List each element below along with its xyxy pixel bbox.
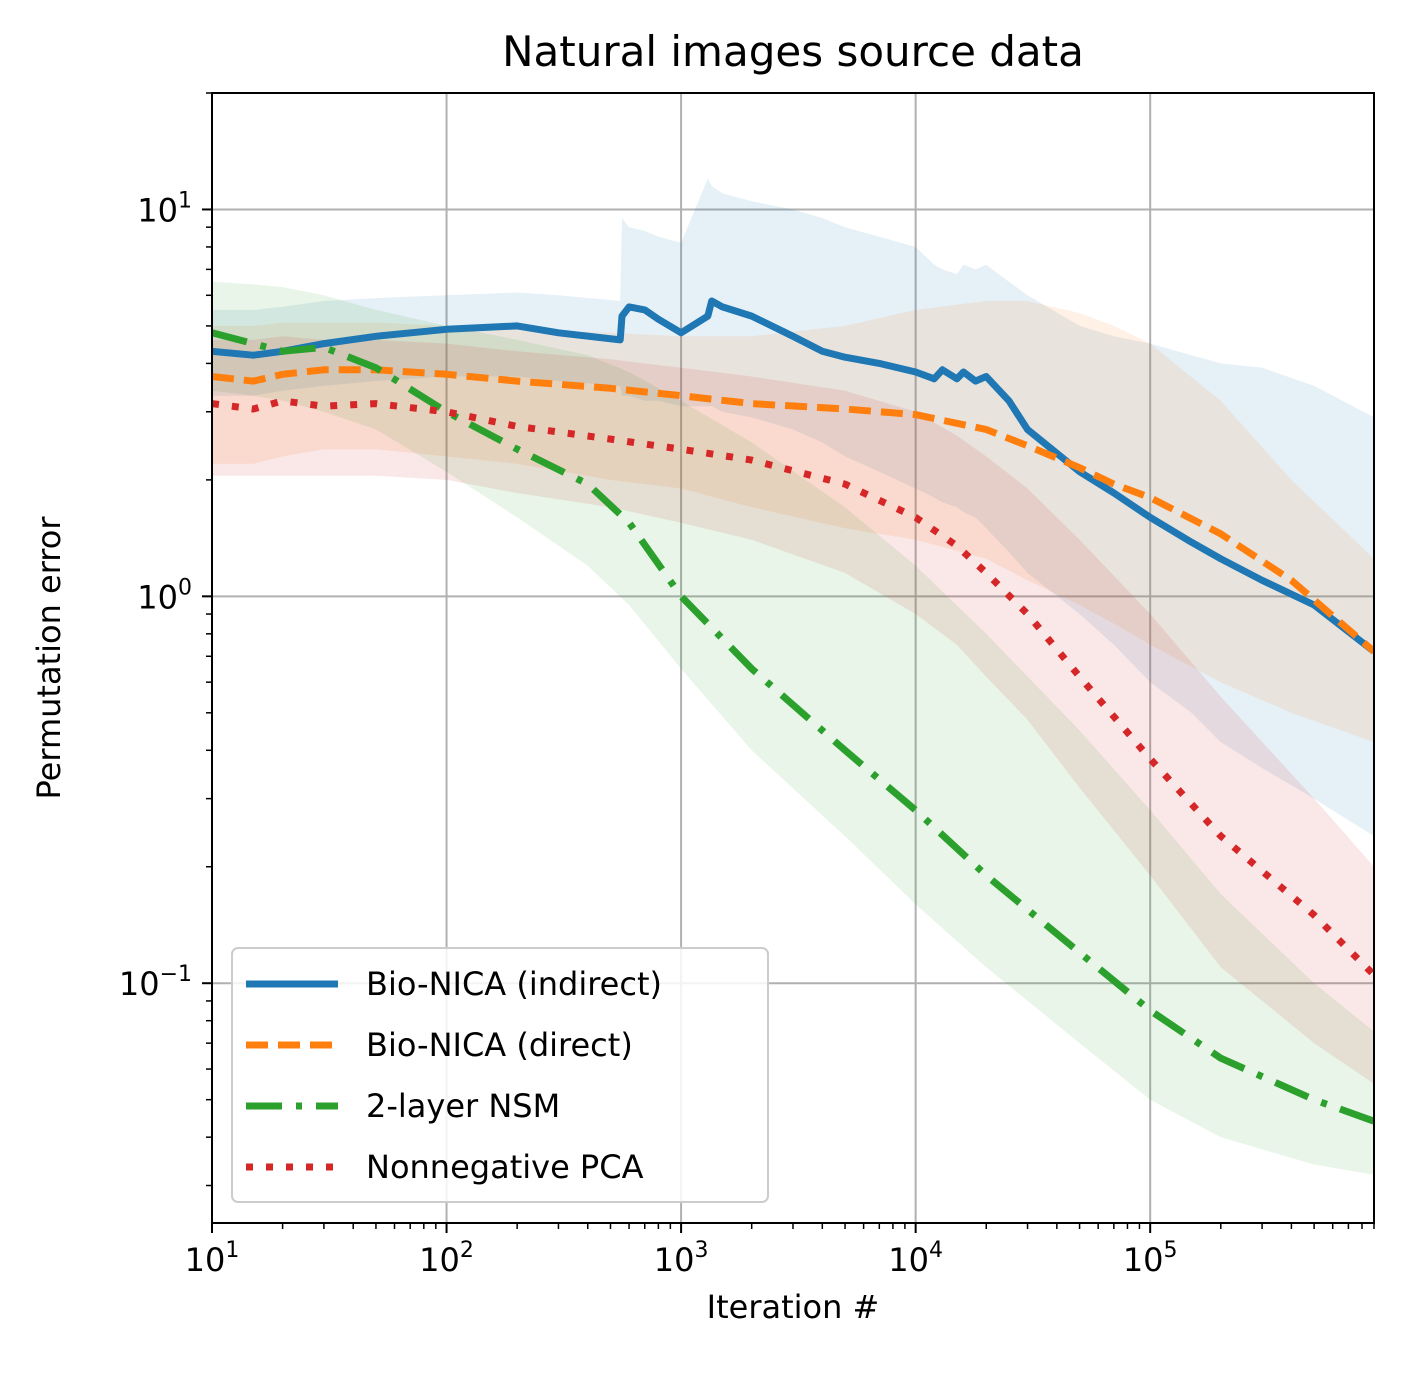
legend-label-1: Bio-NICA (direct) [366,1026,633,1064]
series-lines [212,297,1374,1125]
legend-box [231,947,769,1203]
x-axis-label: Iteration # [707,1288,880,1326]
y-tick-label: 10−1 [119,962,192,1003]
axis-ticks: 101 102 103 104 105 10−1 100 101 [119,92,1375,1279]
series-band-0 [212,178,1374,837]
confidence-bands [212,178,1374,1175]
series-band-1 [212,301,1374,743]
series-line-1 [212,366,1374,655]
chart-title: Natural images source data [502,27,1084,76]
series-band-3 [212,336,1374,1084]
x-tick-label: 104 [888,1238,943,1279]
y-tick-label: 100 [137,575,192,616]
legend-label-0: Bio-NICA (indirect) [366,965,662,1003]
x-tick-label: 101 [185,1238,240,1279]
x-tick-label: 102 [419,1238,474,1279]
x-tick-label: 105 [1123,1238,1178,1279]
y-tick-label: 101 [137,188,192,229]
legend-label-2: 2-layer NSM [366,1087,560,1125]
series-line-0 [212,297,1374,655]
legend: Bio-NICA (indirect) Bio-NICA (direct) 2-la… [231,947,769,1203]
series-band-2 [212,281,1374,1175]
y-axis-label: Permutation error [30,516,68,800]
x-tick-label: 103 [654,1238,709,1279]
series-line-3 [212,397,1374,978]
legend-label-3: Nonnegative PCA [366,1148,644,1186]
